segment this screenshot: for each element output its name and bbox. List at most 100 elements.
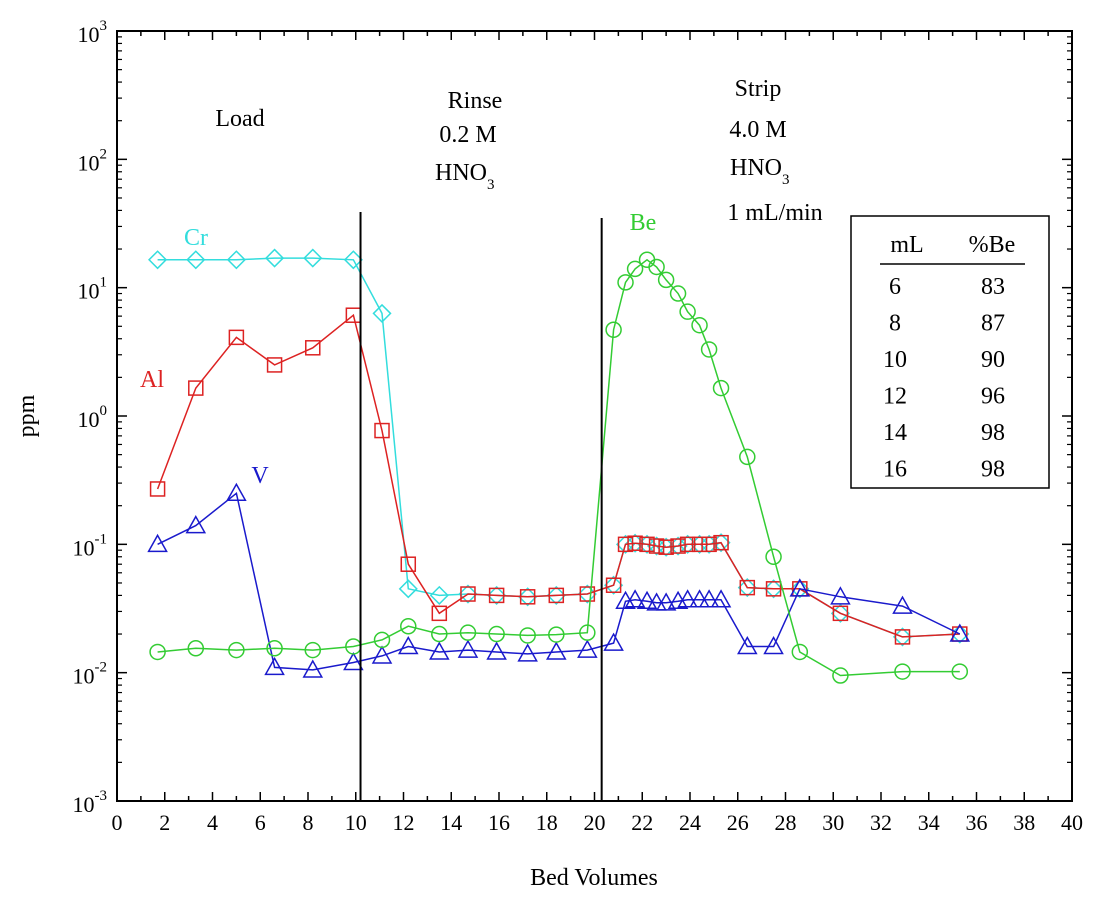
data-point-be <box>648 258 665 276</box>
table-cell-percent-be: 98 <box>981 420 1005 446</box>
rinse-concentration: 0.2 M <box>439 122 496 148</box>
data-point-al <box>679 536 696 553</box>
data-point-be <box>617 274 634 291</box>
x-tick-label: 20 <box>584 810 606 835</box>
data-point-v <box>698 589 720 608</box>
data-point-v <box>949 623 971 642</box>
series-layer <box>147 248 971 684</box>
data-point-be <box>691 316 708 334</box>
data-point-v <box>830 586 851 605</box>
data-point-cr <box>343 250 363 270</box>
data-point-be <box>149 643 166 661</box>
phase-annotations: Load Rinse 0.2 M HNO3 Strip 4.0 M HNO3 1… <box>215 76 822 226</box>
data-point-be <box>579 624 596 641</box>
data-point-cr <box>458 584 478 604</box>
table-header-percent-be: %Be <box>969 232 1016 258</box>
data-point-al <box>639 536 655 553</box>
x-tick-label: 26 <box>727 810 749 835</box>
data-point-al <box>431 605 448 622</box>
x-tick-label: 32 <box>870 810 892 835</box>
data-point-v <box>397 635 419 655</box>
table-cell-ml: 10 <box>883 347 907 373</box>
series-line-be <box>157 258 960 677</box>
data-point-al <box>305 340 321 356</box>
data-point-v <box>603 632 624 651</box>
data-point-be <box>266 639 283 657</box>
x-tick-label: 40 <box>1061 810 1083 835</box>
y-tick-label: 101 <box>78 275 108 304</box>
data-point-v <box>343 651 364 671</box>
data-point-al <box>701 536 717 553</box>
data-point-be <box>548 626 565 643</box>
x-tick-label: 2 <box>159 810 170 835</box>
data-point-be <box>739 448 756 466</box>
y-tick-label: 10-2 <box>73 660 108 689</box>
data-point-al <box>670 538 686 554</box>
recovery-table-frame <box>850 215 1050 489</box>
data-point-v <box>636 590 658 610</box>
data-point-al <box>579 586 596 602</box>
data-point-cr <box>790 579 810 599</box>
table-cell-percent-be: 98 <box>981 457 1005 483</box>
table-cell-ml: 6 <box>889 274 901 300</box>
data-point-al <box>658 539 674 555</box>
data-point-v <box>892 595 913 614</box>
series-label-be: Be <box>630 210 657 236</box>
y-tick-labels: 10-3 10-2 10-1 100 101 102 103 <box>73 18 108 817</box>
recovery-table: mL %Be 6 83 8 87 10 90 12 96 14 98 16 98 <box>850 215 1050 489</box>
data-point-v <box>546 641 567 660</box>
data-point-v <box>226 482 247 502</box>
data-point-cr <box>487 585 507 605</box>
data-point-v <box>789 578 811 597</box>
data-point-v <box>763 635 784 655</box>
x-tick-label: 36 <box>966 810 988 835</box>
data-point-v <box>624 589 646 608</box>
table-cell-percent-be: 87 <box>981 311 1005 337</box>
series-v <box>147 482 971 678</box>
data-point-cr <box>265 248 285 268</box>
data-point-cr <box>764 579 784 599</box>
data-point-v <box>264 656 285 676</box>
data-point-be <box>894 663 911 680</box>
data-point-al <box>739 579 756 596</box>
y-tick-label: 102 <box>78 146 108 175</box>
data-point-be <box>373 631 391 649</box>
series-label-cr: Cr <box>184 225 208 251</box>
data-point-v <box>677 589 698 608</box>
data-point-be <box>431 625 448 643</box>
table-cell-percent-be: 96 <box>981 384 1005 410</box>
y-tick-label: 103 <box>78 18 108 47</box>
data-point-v <box>517 643 538 662</box>
series-line-al <box>156 313 960 638</box>
data-point-be <box>605 321 622 338</box>
table-cell-ml: 8 <box>889 311 901 337</box>
series-label-al: Al <box>140 367 164 393</box>
strip-label: Strip <box>735 76 782 102</box>
data-point-cr <box>186 250 206 270</box>
table-cell-ml: 12 <box>883 384 907 410</box>
data-point-be <box>832 667 849 684</box>
data-point-be <box>459 624 477 641</box>
data-point-al <box>713 534 729 551</box>
data-point-cr <box>518 587 538 607</box>
x-tick-label: 30 <box>822 810 844 835</box>
series-al <box>149 307 968 645</box>
data-point-be <box>765 548 782 566</box>
table-cell-percent-be: 90 <box>981 347 1005 373</box>
x-tick-label: 16 <box>488 810 510 835</box>
data-point-v <box>302 659 324 678</box>
data-point-v <box>185 515 207 534</box>
data-point-v <box>737 635 758 655</box>
x-tick-labels: 0 2 4 6 8 10 12 14 16 18 20 22 24 26 28 30 32 34 36 38 40 <box>112 810 1084 835</box>
data-point-al <box>765 581 782 597</box>
data-point-v <box>710 589 732 608</box>
data-point-v <box>147 533 168 553</box>
series-line-v <box>157 491 961 671</box>
data-point-cr <box>604 575 624 595</box>
data-point-cr <box>226 250 246 270</box>
data-point-al <box>894 629 911 645</box>
axis-ticks <box>116 30 1073 802</box>
y-tick-label: 10-3 <box>73 788 108 817</box>
data-point-al <box>488 587 505 604</box>
